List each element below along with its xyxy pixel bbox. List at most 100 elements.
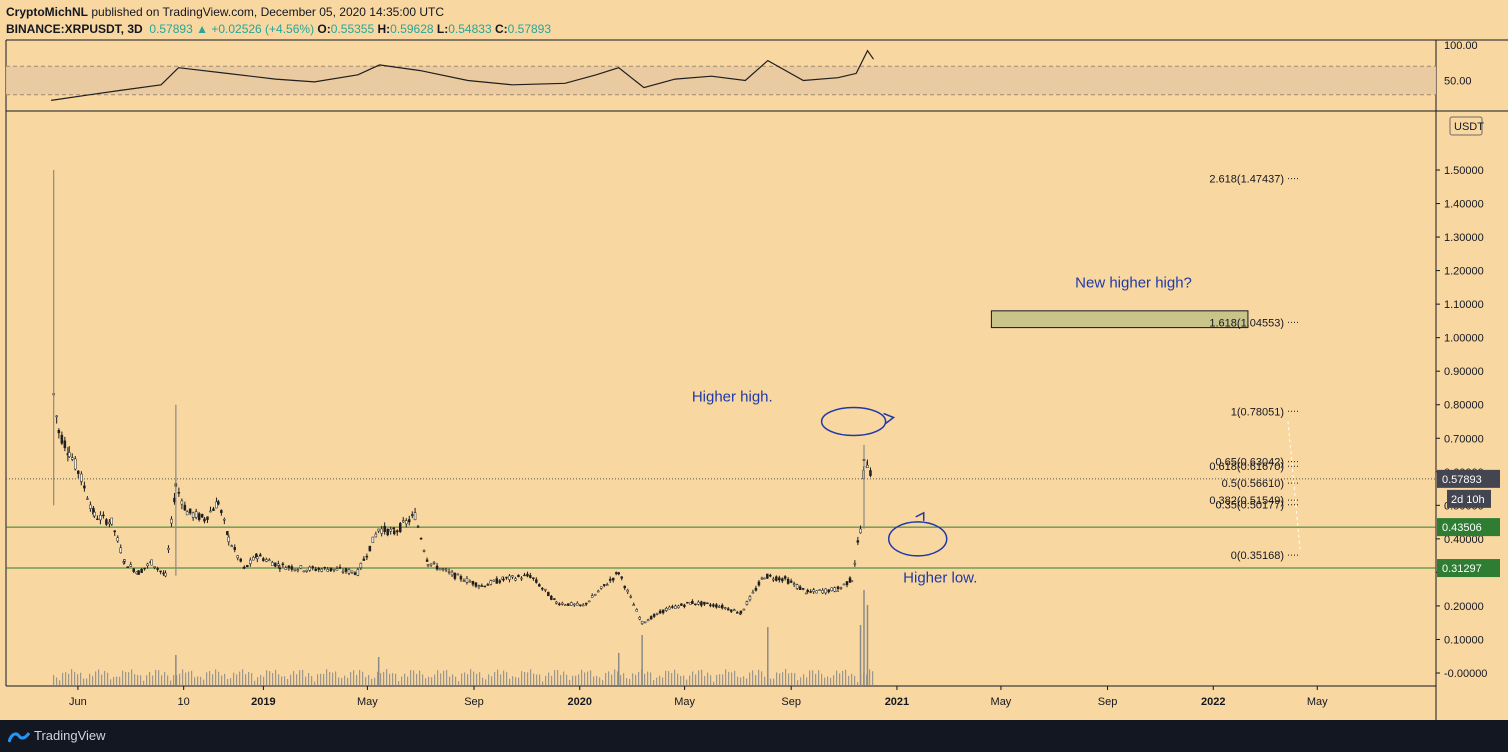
candle-body xyxy=(564,604,567,607)
candle-body xyxy=(541,587,544,590)
candle-body xyxy=(422,550,426,552)
candle-body xyxy=(262,558,265,561)
candle-body xyxy=(116,537,119,542)
higher-low-circle xyxy=(887,521,948,557)
candle-body xyxy=(700,601,703,606)
price-tick-label: 1.20000 xyxy=(1444,266,1484,278)
high-value: 0.59628 xyxy=(390,22,434,36)
candle-body xyxy=(347,569,351,574)
candle-body xyxy=(474,582,478,587)
candle-body xyxy=(425,559,429,562)
low-value: 0.54833 xyxy=(448,22,492,36)
candle-body xyxy=(102,514,105,517)
target-zone xyxy=(990,310,1249,329)
candle-body xyxy=(691,600,694,604)
candle-body xyxy=(683,604,686,607)
price-tick-label: 0.90000 xyxy=(1444,366,1484,378)
candle-body xyxy=(697,601,700,605)
candle-body xyxy=(290,566,294,570)
candle-body xyxy=(86,498,89,500)
low-label: L: xyxy=(436,22,449,36)
candle-body xyxy=(511,575,514,578)
candle-body xyxy=(596,590,600,593)
candle-body xyxy=(477,585,481,588)
higher-low-arrow-icon xyxy=(915,511,925,521)
price-tick-label: 1.50000 xyxy=(1444,165,1484,177)
fib-level-label: 2.618(1.47437) xyxy=(1209,174,1284,186)
candle-body xyxy=(712,604,715,607)
candle-body xyxy=(593,594,597,596)
candle-body xyxy=(371,536,375,543)
time-tick-label: Sep xyxy=(464,696,484,708)
candle-body xyxy=(535,579,538,583)
candle-body xyxy=(614,572,618,574)
candle-body xyxy=(63,440,67,449)
candle-body xyxy=(411,514,414,516)
symbol-label[interactable]: BINANCE:XRPUSDT, 3D xyxy=(6,22,143,36)
candle-body xyxy=(233,547,236,550)
candle-body xyxy=(341,570,345,573)
candle-body xyxy=(150,559,153,566)
candle-body xyxy=(246,564,249,567)
candle-body xyxy=(620,576,623,579)
time-tick-label: 10 xyxy=(178,696,190,708)
candle-body xyxy=(399,523,402,532)
candle-body xyxy=(365,555,369,558)
candle-body xyxy=(733,609,736,612)
candle-body xyxy=(471,580,475,585)
close-value: 0.57893 xyxy=(507,22,552,36)
candle-body xyxy=(602,584,606,586)
fib-level-label: 1(0.78051) xyxy=(1231,406,1284,418)
candle-body xyxy=(643,621,647,624)
candle-body xyxy=(191,512,195,518)
candle-body xyxy=(426,564,430,566)
candle-body xyxy=(581,604,585,607)
footer-bar: TradingView xyxy=(0,720,1508,752)
candle-body xyxy=(227,536,230,543)
candle-body xyxy=(164,572,167,577)
candle-body xyxy=(405,520,408,525)
candle-body xyxy=(177,492,181,494)
publisher-name[interactable]: CryptoMichNL xyxy=(6,5,88,19)
candle-body xyxy=(284,567,288,570)
candle-body xyxy=(468,580,472,583)
candle-body xyxy=(859,528,862,534)
candle-body xyxy=(329,567,333,571)
candle-body xyxy=(377,528,380,532)
candle-body xyxy=(579,604,582,606)
time-tick-label: May xyxy=(674,696,695,708)
candle-body xyxy=(555,601,558,604)
time-tick-label: 2021 xyxy=(885,696,909,708)
tradingview-logo-icon[interactable] xyxy=(8,730,30,744)
candle-body xyxy=(277,563,280,566)
candle-body xyxy=(505,576,508,579)
higher-high-circle xyxy=(820,406,887,437)
candle-body xyxy=(495,578,499,584)
candle-body xyxy=(671,606,674,608)
candle-body xyxy=(320,568,323,572)
candle-body xyxy=(57,430,61,434)
close-label: C: xyxy=(494,22,508,36)
chart-area[interactable]: 100.00 50.00 1.50000 1.40000 1.30000 1.20000 1… xyxy=(0,0,1508,720)
candle-body xyxy=(655,612,659,615)
candle-body xyxy=(338,567,342,569)
candle-body xyxy=(763,577,766,580)
tradingview-brand[interactable]: TradingView xyxy=(34,728,106,743)
price-tick-label: 0.10000 xyxy=(1444,634,1484,646)
time-tick-label: 2019 xyxy=(251,696,275,708)
candle-body xyxy=(123,559,126,562)
open-value: 0.55355 xyxy=(330,22,375,36)
candle-body xyxy=(640,621,644,624)
candle-body xyxy=(302,570,306,573)
candle-body xyxy=(617,572,620,575)
fib-level-label: 0.382(0.51549) xyxy=(1209,495,1284,507)
candle-body xyxy=(393,530,396,535)
candle-body xyxy=(299,565,303,569)
candle-body xyxy=(80,473,83,482)
candle-body xyxy=(83,485,86,489)
candle-body xyxy=(435,565,439,570)
candle-body xyxy=(119,547,122,553)
price-tick-label: 1.40000 xyxy=(1444,199,1484,211)
candle-body xyxy=(649,616,653,620)
candle-body xyxy=(806,589,809,593)
